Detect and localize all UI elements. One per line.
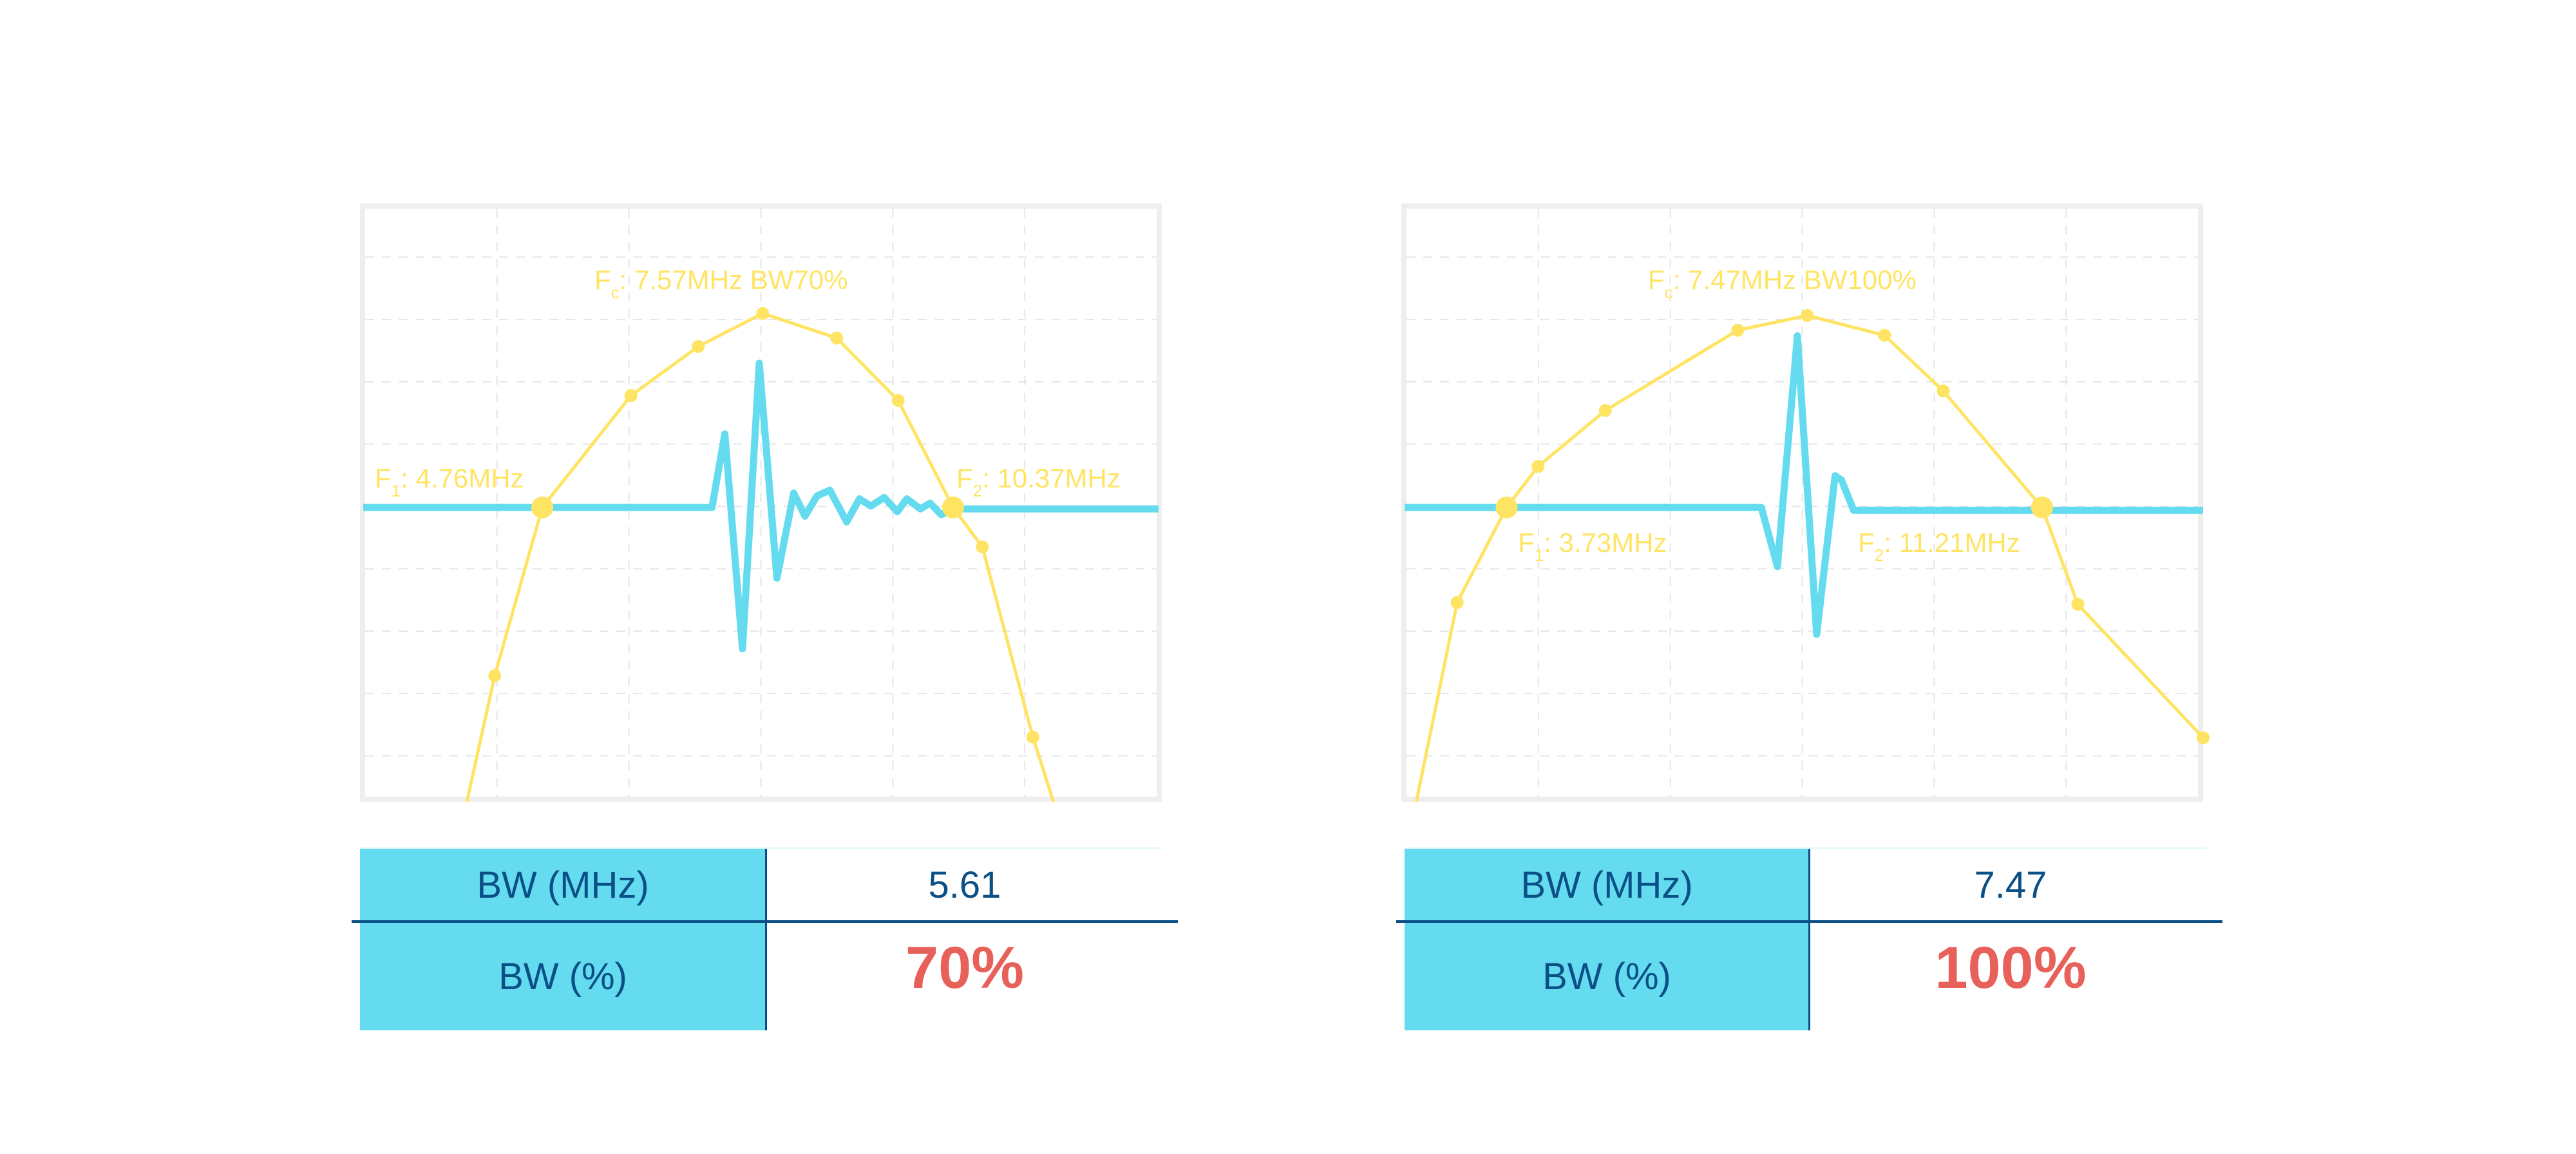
- cutoff-marker: [942, 497, 964, 519]
- data-point: [976, 540, 989, 554]
- bw-percent-value: 70%: [905, 934, 1025, 1001]
- data-point: [1937, 384, 1950, 398]
- bw-percent-key: BW (%): [360, 923, 766, 1030]
- waveform-line: [1405, 332, 2203, 638]
- chart-svg: [363, 209, 1159, 802]
- fc-label: Fc: 7.57MHz BW70%: [594, 265, 848, 302]
- data-point: [2071, 598, 2085, 611]
- data-point: [830, 331, 844, 345]
- data-point: [1731, 323, 1745, 337]
- chart-svg: [1405, 209, 2210, 802]
- chart-frame-70: [360, 203, 1162, 802]
- data-point: [1598, 404, 1612, 417]
- column-divider: [765, 849, 767, 1030]
- bw-percent-value: 100%: [1935, 934, 2087, 1001]
- row-divider: [1396, 920, 2222, 923]
- data-point: [1801, 308, 1814, 322]
- data-point: [1531, 460, 1545, 473]
- bw-mhz-value: 5.61: [928, 864, 1001, 906]
- column-divider: [1808, 849, 1810, 1030]
- data-point: [488, 669, 502, 683]
- fc-label: Fc: 7.47MHz BW100%: [1648, 265, 1917, 302]
- data-point: [2197, 731, 2210, 744]
- bw-mhz-key: BW (MHz): [360, 849, 766, 922]
- chart-frame-100: [1401, 203, 2210, 802]
- cutoff-marker: [2031, 496, 2053, 518]
- data-point: [1878, 328, 1891, 342]
- f1-label: F1: 4.76MHz: [375, 463, 524, 500]
- row-divider: [352, 920, 1178, 923]
- data-point: [1026, 730, 1039, 744]
- f2-label: F2: 10.37MHz: [956, 463, 1121, 500]
- bw-mhz-key: BW (MHz): [1405, 849, 1809, 922]
- response-curve: [1414, 314, 2204, 802]
- waveform-line: [363, 359, 1159, 653]
- data-point: [624, 389, 638, 402]
- response-curve: [465, 311, 1056, 802]
- f1-label: F1: 3.73MHz: [1518, 527, 1667, 565]
- bw-mhz-value: 7.47: [1974, 864, 2047, 906]
- data-point: [756, 307, 770, 320]
- cutoff-marker: [531, 497, 554, 519]
- bw-percent-key: BW (%): [1405, 923, 1809, 1030]
- data-point: [891, 393, 905, 407]
- data-point: [1450, 596, 1464, 609]
- cutoff-marker: [1495, 496, 1518, 518]
- f2-label: F2: 11.21MHz: [1858, 527, 2020, 565]
- data-point: [692, 339, 705, 353]
